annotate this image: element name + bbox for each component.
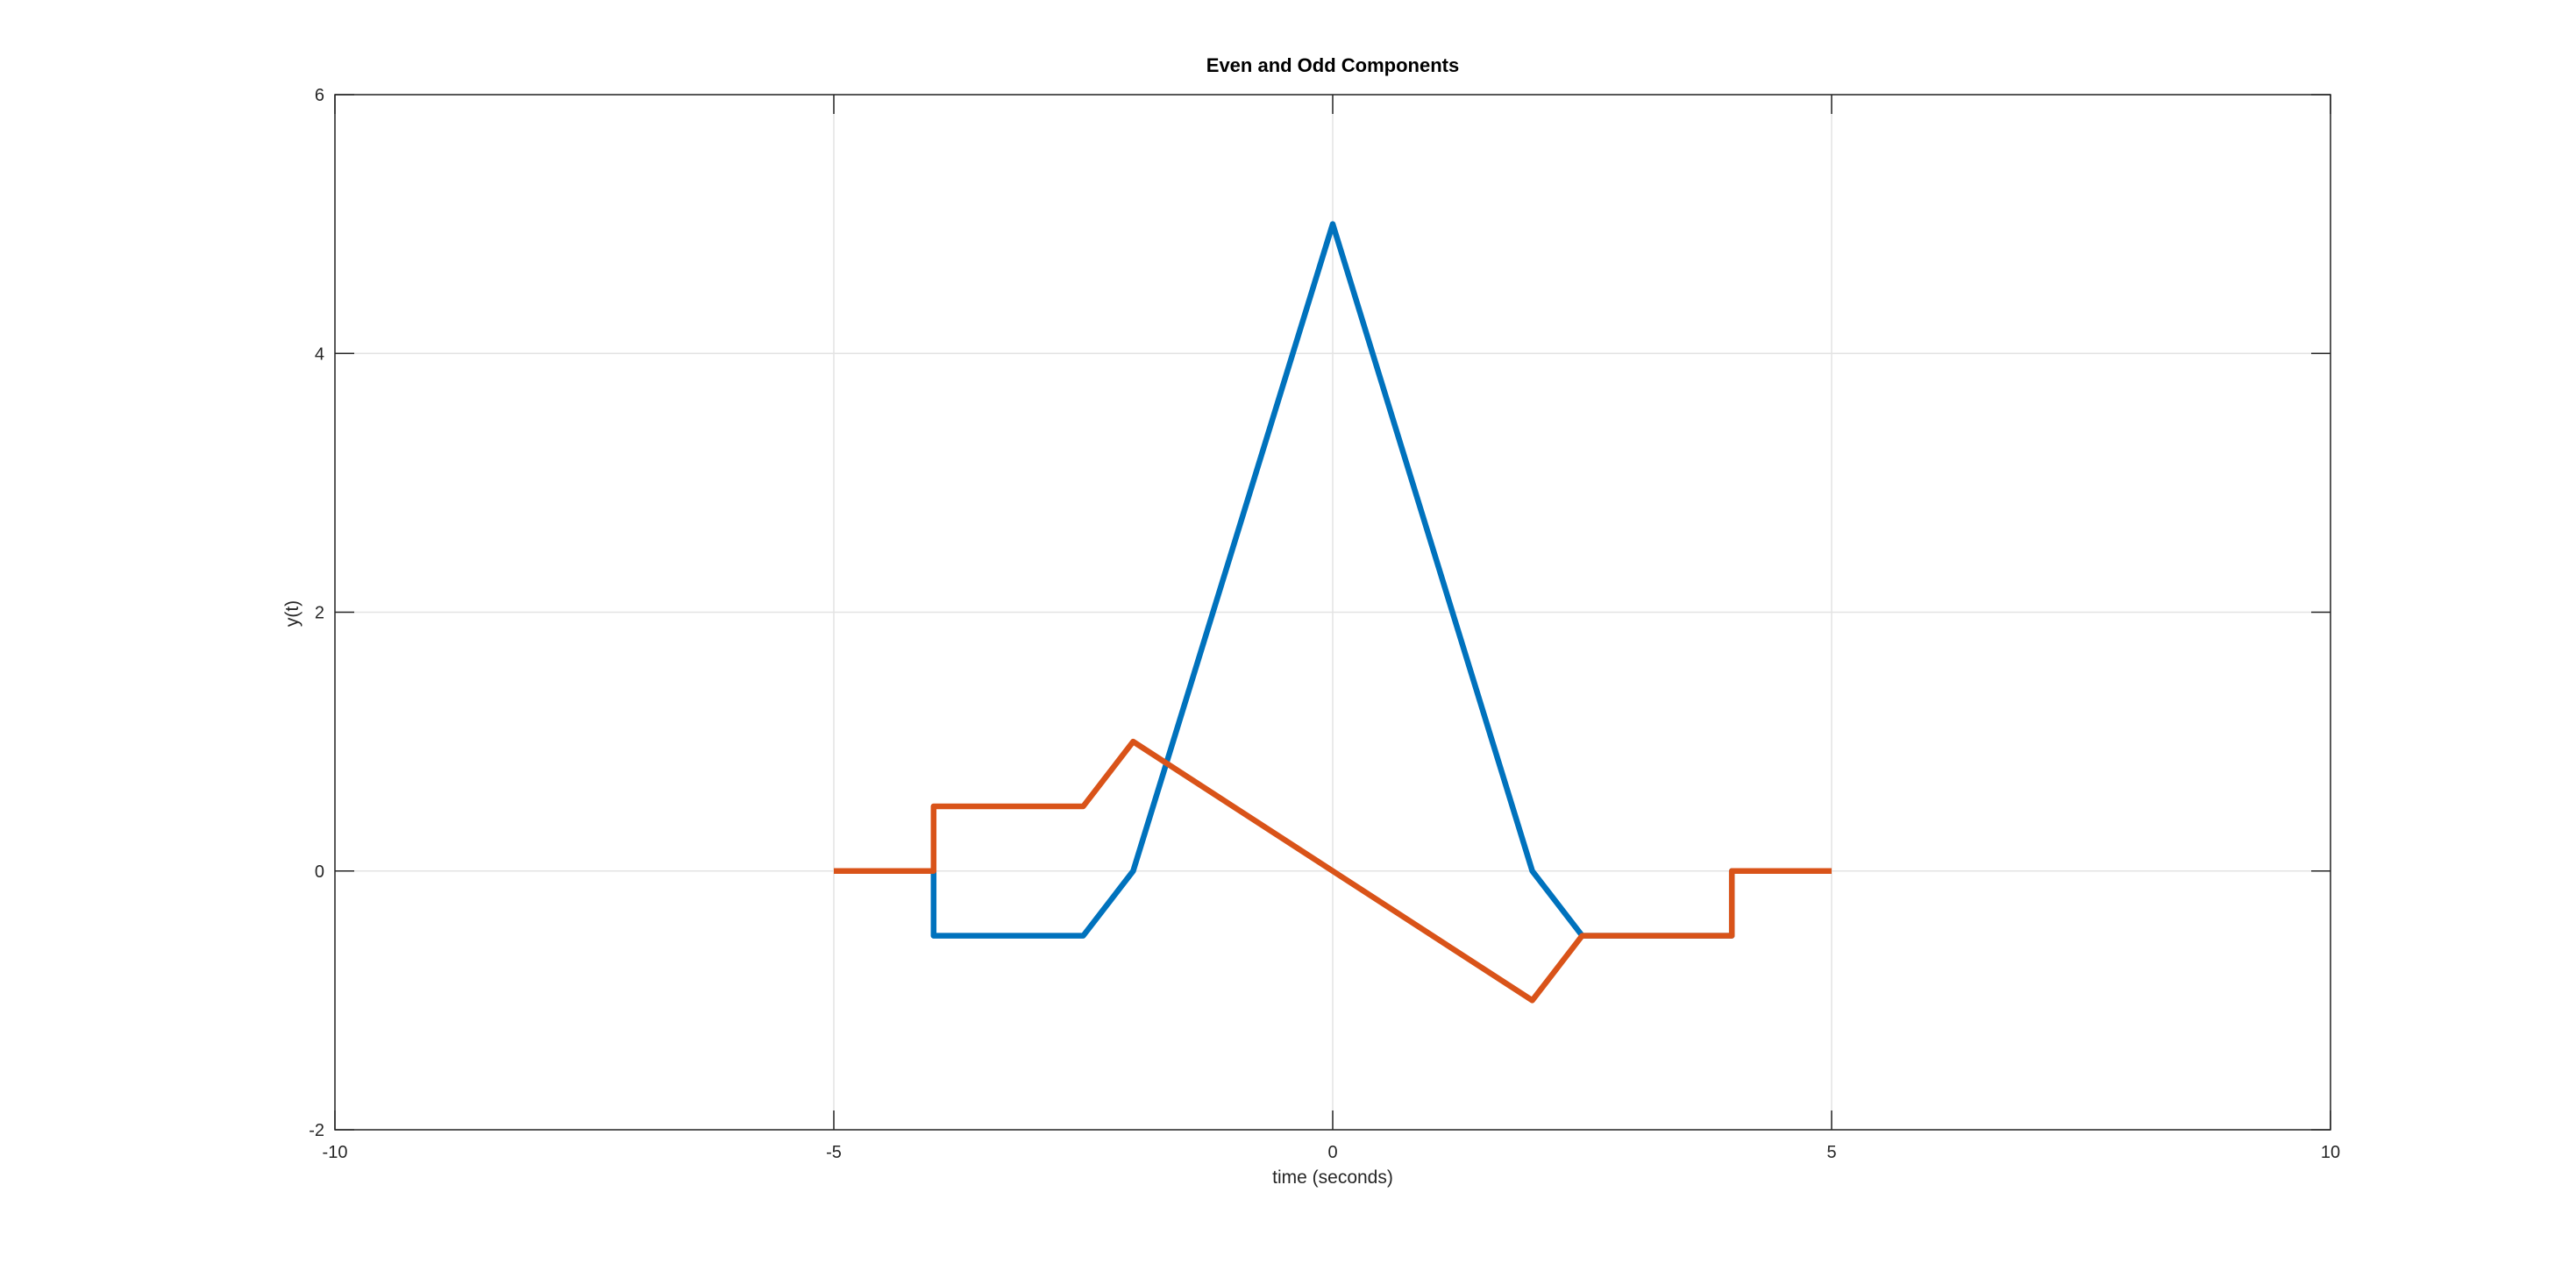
x-tick-label: 0 bbox=[1327, 1143, 1337, 1162]
x-tick-label: 5 bbox=[1826, 1143, 1836, 1162]
series-line-2 bbox=[834, 738, 1832, 1004]
y-tick-label: 6 bbox=[315, 86, 324, 105]
chart-title: Even and Odd Components bbox=[1206, 54, 1459, 76]
x-axis-label: time (seconds) bbox=[1272, 1167, 1393, 1188]
x-tick-label: -10 bbox=[323, 1143, 348, 1162]
y-tick-label: -2 bbox=[309, 1121, 324, 1140]
y-tick-label: 0 bbox=[315, 862, 324, 882]
grid bbox=[334, 94, 2331, 1131]
x-tick-label: -5 bbox=[826, 1143, 842, 1162]
tick-labels: -10 -5 0 5 10 -2 0 2 4 6 bbox=[309, 86, 2340, 1162]
y-tick-label: 4 bbox=[315, 344, 324, 364]
x-tick-label: 10 bbox=[2321, 1143, 2340, 1162]
axes bbox=[334, 94, 2331, 1131]
y-axis-label: y(t) bbox=[282, 600, 302, 627]
series-lines bbox=[834, 221, 1832, 1004]
y-tick-label: 2 bbox=[315, 604, 324, 623]
